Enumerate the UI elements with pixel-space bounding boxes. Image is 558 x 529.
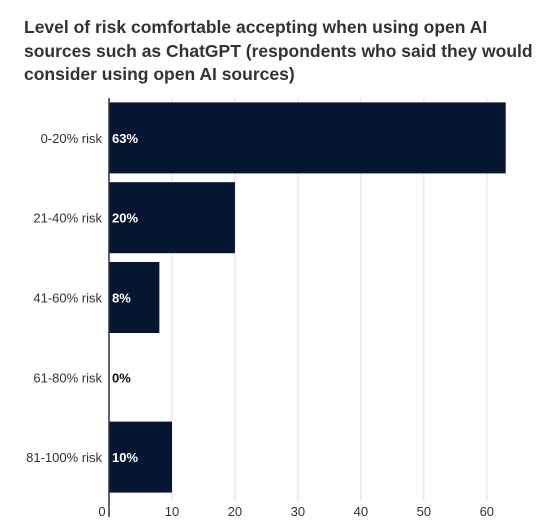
bar <box>109 182 235 254</box>
bar <box>109 262 160 333</box>
x-tick-label: 30 <box>291 504 305 519</box>
data-label: 8% <box>112 291 131 306</box>
y-category-label: 61-80% risk <box>33 370 102 385</box>
chart-title: Level of risk comfortable accepting when… <box>24 16 544 87</box>
chart-title-line: sources such as ChatGPT (respondents who… <box>24 40 533 61</box>
x-tick-label: 50 <box>417 504 431 519</box>
y-category-label: 41-60% risk <box>33 291 102 306</box>
data-label: 0% <box>112 370 131 385</box>
y-category-label: 81-100% risk <box>26 450 102 465</box>
data-label: 20% <box>112 211 138 226</box>
chart-title-line: Level of risk comfortable accepting when… <box>24 17 488 37</box>
data-label: 10% <box>112 450 138 465</box>
x-tick-label: 60 <box>480 504 494 519</box>
x-tick-label: 40 <box>354 504 368 519</box>
bar <box>109 421 172 493</box>
chart-title-line: consider using open AI sources) <box>24 64 295 84</box>
y-category-label: 21-40% risk <box>33 211 102 226</box>
x-tick-label: 10 <box>165 504 179 519</box>
y-category-label: 0-20% risk <box>41 131 103 146</box>
x-tick-label: 20 <box>228 504 242 519</box>
bar <box>109 102 506 174</box>
x-tick-label: 0 <box>98 504 105 519</box>
data-label: 63% <box>112 131 138 146</box>
